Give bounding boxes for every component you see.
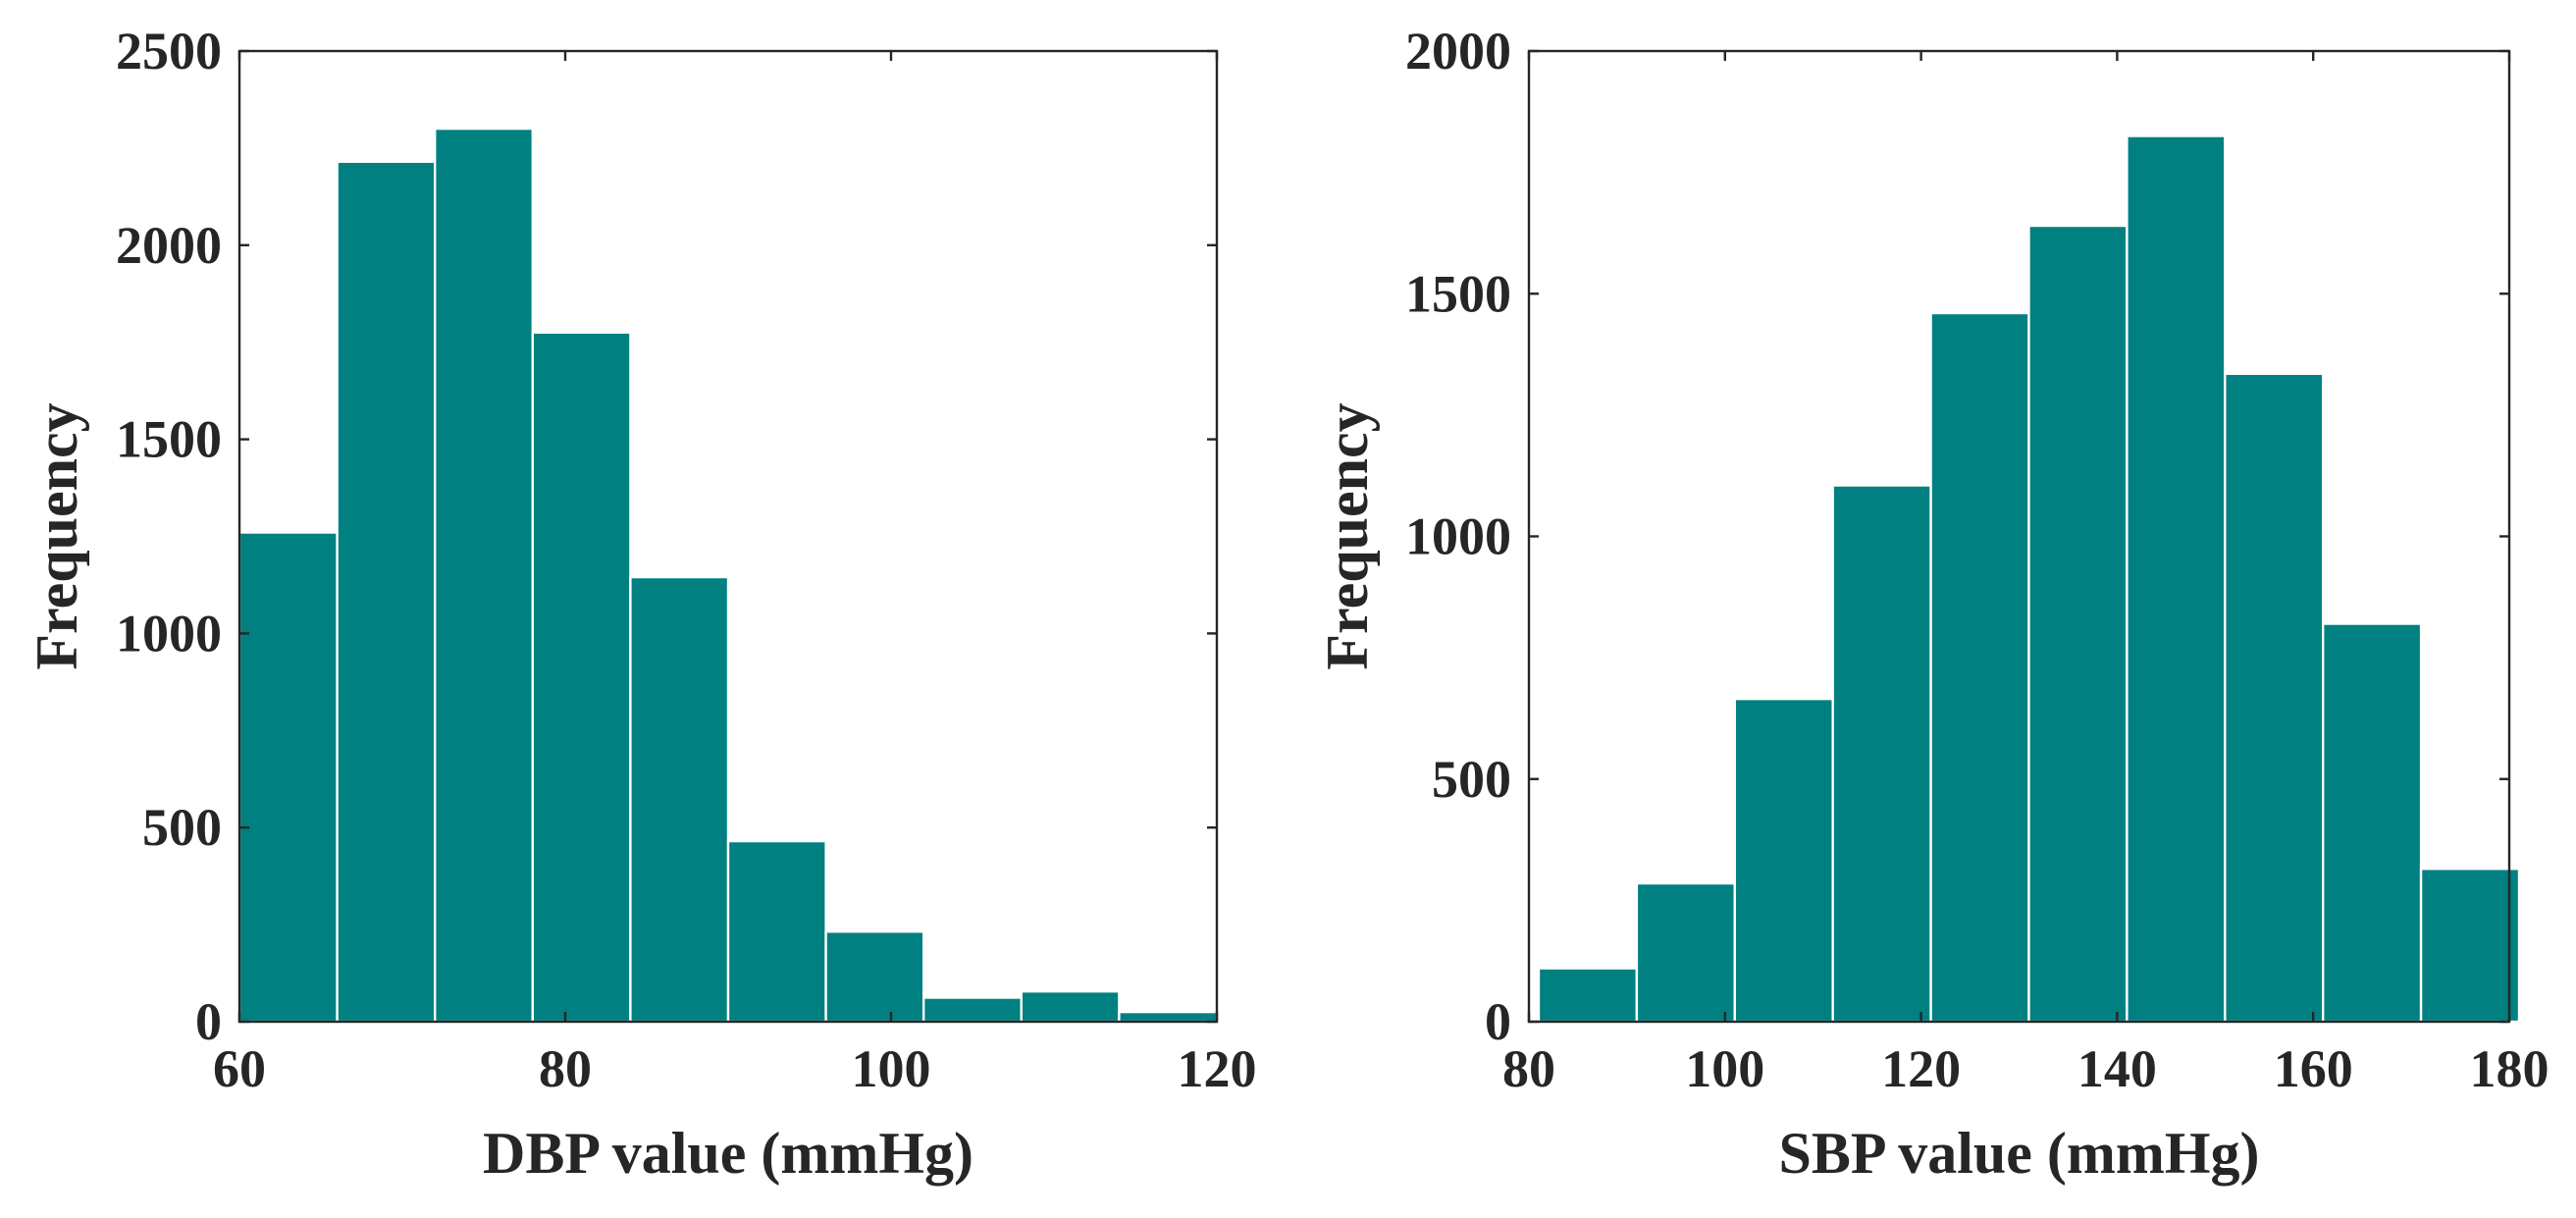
sbp-histogram-panel: 80 100 120 140 160 180 0 500 1000 1500 2000 SBP val… [1315,22,2550,1186]
dbp-bar-8 [922,996,1024,1024]
dbp-x-tick-label: 120 [1178,1039,1257,1098]
sbp-bar-2 [1635,881,1736,1024]
sbp-x-tick-label: 160 [2274,1039,2353,1098]
sbp-x-axis-label: SBP value (mmHg) [1779,1121,2260,1186]
sbp-bar-4 [1831,484,1932,1024]
dbp-y-tick-label: 2000 [116,216,222,275]
dbp-x-tick-label: 60 [213,1039,266,1098]
dbp-y-tick-label: 1000 [116,604,222,662]
sbp-y-tick-label: 0 [1485,992,1511,1051]
dbp-y-tick-label: 1500 [116,410,222,469]
dbp-y-tick-label: 2500 [116,22,222,80]
sbp-y-tick-label: 500 [1432,750,1511,809]
sbp-bar-1 [1537,967,1639,1024]
dbp-bar-7 [824,930,925,1024]
sbp-y-tick-label: 1500 [1405,264,1511,323]
dbp-x-tick-label: 100 [852,1039,931,1098]
sbp-bar-8 [2224,372,2325,1024]
sbp-x-tick-label: 80 [1502,1039,1555,1098]
sbp-bar-9 [2321,622,2423,1024]
dbp-bar-1 [237,531,339,1024]
dbp-bar-9 [1020,989,1121,1024]
dbp-y-tick-label: 500 [142,798,222,857]
dbp-bar-3 [434,127,535,1024]
dbp-bar-10 [1118,1010,1219,1024]
dbp-plot-frame [237,49,1219,1024]
sbp-y-tick-label: 2000 [1405,22,1511,80]
dbp-y-tick-label: 0 [195,992,222,1051]
sbp-x-tick-label: 100 [1685,1039,1764,1098]
dbp-bar-6 [726,839,827,1024]
sbp-x-tick-label: 120 [1881,1039,1961,1098]
sbp-bar-10 [2419,868,2521,1024]
sbp-bar-5 [1929,311,2030,1024]
dbp-x-axis-label: DBP value (mmHg) [483,1121,973,1186]
dbp-histogram-panel: 60 80 100 120 0 500 1000 1500 2000 2500 DBP value … [25,22,1257,1186]
dbp-bar-5 [629,575,730,1024]
dbp-bar-4 [531,331,632,1024]
sbp-x-tick-label: 140 [2077,1039,2157,1098]
dbp-y-axis-label: Frequency [25,402,89,669]
sbp-y-axis-label: Frequency [1315,402,1380,669]
sbp-bar-7 [2126,134,2227,1024]
dbp-x-tick-label: 80 [539,1039,592,1098]
dbp-bar-2 [336,160,437,1024]
sbp-bar-3 [1733,697,1834,1024]
sbp-x-tick-label: 180 [2470,1039,2550,1098]
sbp-bar-6 [2027,224,2129,1024]
sbp-y-tick-label: 1000 [1405,507,1511,566]
